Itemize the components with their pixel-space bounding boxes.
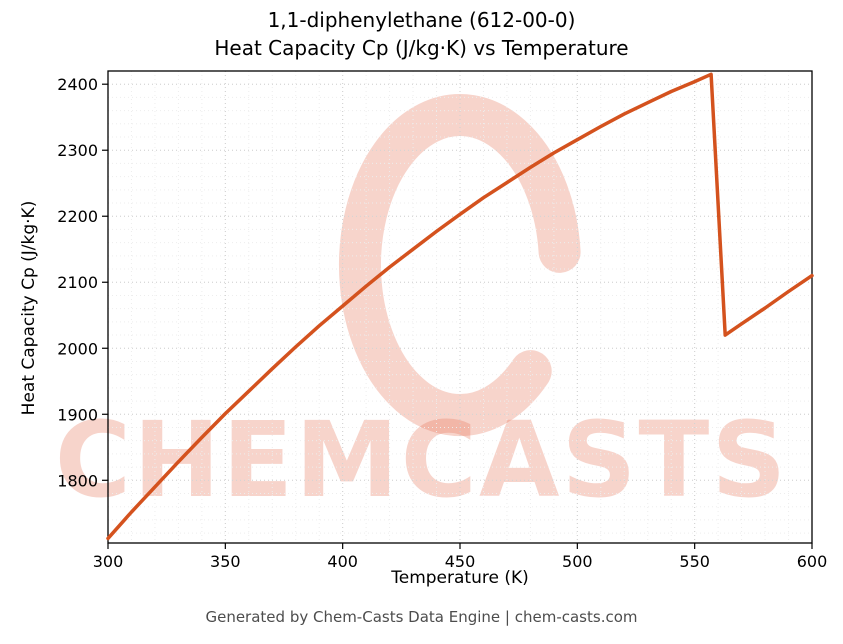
footer-attribution: Generated by Chem-Casts Data Engine | ch… — [205, 608, 638, 626]
data-line — [106, 72, 814, 541]
y-tick-label: 1800 — [57, 471, 98, 490]
x-tick-label: 550 — [679, 552, 710, 571]
y-tick-label: 2100 — [57, 273, 98, 292]
plot-area: 300 350 400 450 500 550 600 1800 1900 2000 2100 220… — [57, 70, 828, 571]
x-tick-label: 400 — [327, 552, 358, 571]
axes-box — [107, 70, 813, 544]
x-tick-label: 600 — [797, 552, 828, 571]
y-tick-label: 2300 — [57, 141, 98, 160]
x-axis-label: Temperature (K) — [391, 568, 529, 588]
chart-title: 1,1-diphenylethane (612-00-0) — [267, 8, 576, 32]
y-axis-label: Heat Capacity Cp (J/kg·K) — [19, 200, 39, 416]
chart-subtitle: Heat Capacity Cp (J/kg·K) vs Temperature — [214, 36, 629, 60]
y-tick-label: 2400 — [57, 75, 98, 94]
x-tick-label: 300 — [93, 552, 124, 571]
y-tick-label: 1900 — [57, 405, 98, 424]
y-tick-label: 2000 — [57, 339, 98, 358]
y-tick-label: 2200 — [57, 207, 98, 226]
x-tick-label: 450 — [445, 552, 476, 571]
x-tick-label: 350 — [210, 552, 241, 571]
x-tick-label: 500 — [562, 552, 593, 571]
